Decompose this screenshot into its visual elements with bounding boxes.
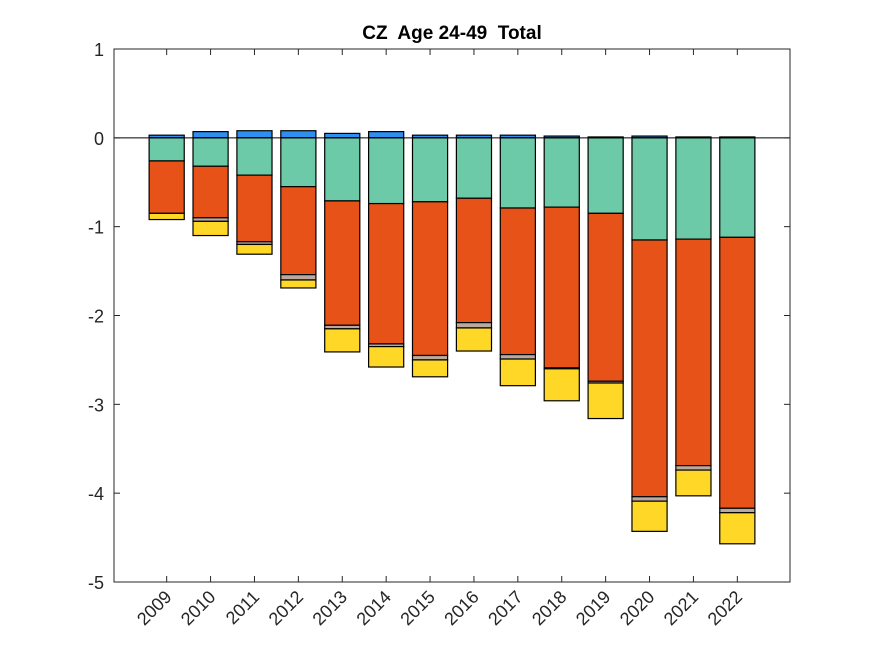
bar-segment-orange-2013: [324, 200, 361, 326]
bar-segment-orange-2019: [587, 212, 624, 382]
x-tick-label: 2018: [528, 587, 570, 629]
x-tick-label: 2016: [440, 587, 482, 629]
bar-segment-yellow-2022: [719, 512, 756, 545]
bar-segment-gray-2017: [499, 353, 537, 360]
bar-segment-yellow-2021: [675, 469, 712, 497]
y-tick-label: -2: [88, 307, 104, 327]
bar-segment-teal-2009: [148, 137, 185, 162]
bar-segment-gray-2015: [411, 354, 449, 361]
bar-segment-orange-2012: [280, 186, 317, 276]
bar-segment-teal-2013: [324, 137, 361, 202]
bar-segment-blue-2012: [280, 130, 317, 139]
bar-segment-yellow-2014: [367, 345, 405, 368]
bar-segment-teal-2014: [367, 137, 405, 205]
bar-segment-teal-2012: [280, 137, 317, 188]
y-tick-label: -3: [88, 395, 104, 415]
bar-segment-yellow-2015: [411, 359, 449, 378]
bar-segment-orange-2017: [499, 207, 537, 356]
chart-title: CZ Age 24-49 Total: [362, 23, 541, 44]
bar-segment-gray-2016: [455, 322, 493, 329]
y-tick-label: 0: [94, 129, 104, 149]
bar-segment-gray-2020: [631, 496, 668, 502]
bar-segment-orange-2018: [543, 206, 580, 369]
bar-segment-orange-2011: [236, 174, 273, 243]
bar-segment-yellow-2020: [631, 500, 668, 532]
bar-segment-blue-2014: [367, 131, 405, 139]
bar-segment-yellow-2017: [499, 358, 537, 387]
bar-segment-orange-2014: [367, 202, 405, 345]
bar-segment-orange-2022: [719, 236, 756, 509]
bar-segment-teal-2019: [587, 137, 624, 214]
y-tick-label: -5: [88, 573, 104, 593]
bars-group: [148, 130, 756, 545]
x-tick-label: 2017: [484, 587, 526, 629]
y-tick-label: -1: [88, 218, 104, 238]
bar-segment-teal-2011: [236, 137, 273, 176]
x-tick-label: 2011: [222, 587, 264, 629]
y-tick-label: -4: [88, 484, 104, 504]
bar-segment-yellow-2019: [587, 382, 624, 420]
bar-segment-teal-2015: [411, 137, 449, 203]
bar-segment-orange-2016: [455, 197, 493, 324]
x-tick-label: 2014: [353, 587, 395, 629]
bar-segment-yellow-2013: [324, 328, 361, 353]
x-tick-label: 2013: [309, 587, 351, 629]
x-tick-label: 2022: [704, 587, 746, 629]
bar-segment-yellow-2016: [455, 327, 493, 352]
bar-segment-orange-2015: [411, 201, 449, 357]
bar-segment-orange-2009: [148, 160, 185, 214]
bar-segment-teal-2022: [719, 137, 756, 238]
bar-segment-blue-2011: [236, 130, 273, 139]
bar-segment-gray-2022: [719, 507, 756, 514]
x-tick-label: 2020: [616, 587, 658, 629]
x-tick-label: 2021: [660, 587, 702, 629]
bar-segment-orange-2021: [675, 238, 712, 467]
bar-segment-blue-2010: [192, 131, 229, 139]
bar-segment-orange-2020: [631, 239, 668, 498]
x-tick-label: 2012: [265, 587, 307, 629]
bar-segment-orange-2010: [192, 165, 229, 219]
x-tick-label: 2015: [396, 587, 438, 629]
x-tick-label: 2019: [572, 587, 614, 629]
x-tick-label: 2010: [177, 587, 219, 629]
bar-segment-teal-2016: [455, 137, 493, 199]
bar-segment-yellow-2018: [543, 368, 580, 402]
bar-segment-teal-2017: [499, 137, 537, 209]
bar-segment-yellow-2012: [280, 279, 317, 289]
x-tick-label: 2009: [133, 587, 175, 629]
bar-segment-teal-2020: [631, 137, 668, 241]
bar-segment-teal-2018: [543, 137, 580, 208]
bar-segment-teal-2010: [192, 137, 229, 167]
bar-segment-gray-2012: [280, 274, 317, 281]
y-tick-label: 1: [94, 40, 104, 60]
bar-segment-yellow-2010: [192, 220, 229, 237]
bar-segment-blue-2013: [324, 132, 361, 139]
bar-segment-yellow-2009: [148, 212, 185, 221]
bar-segment-teal-2021: [675, 137, 712, 240]
y-axis: 1 0 -1 -2 -3 -4 -5: [88, 40, 790, 593]
bar-segment-yellow-2011: [236, 243, 273, 255]
bar-segment-gray-2021: [675, 465, 712, 471]
